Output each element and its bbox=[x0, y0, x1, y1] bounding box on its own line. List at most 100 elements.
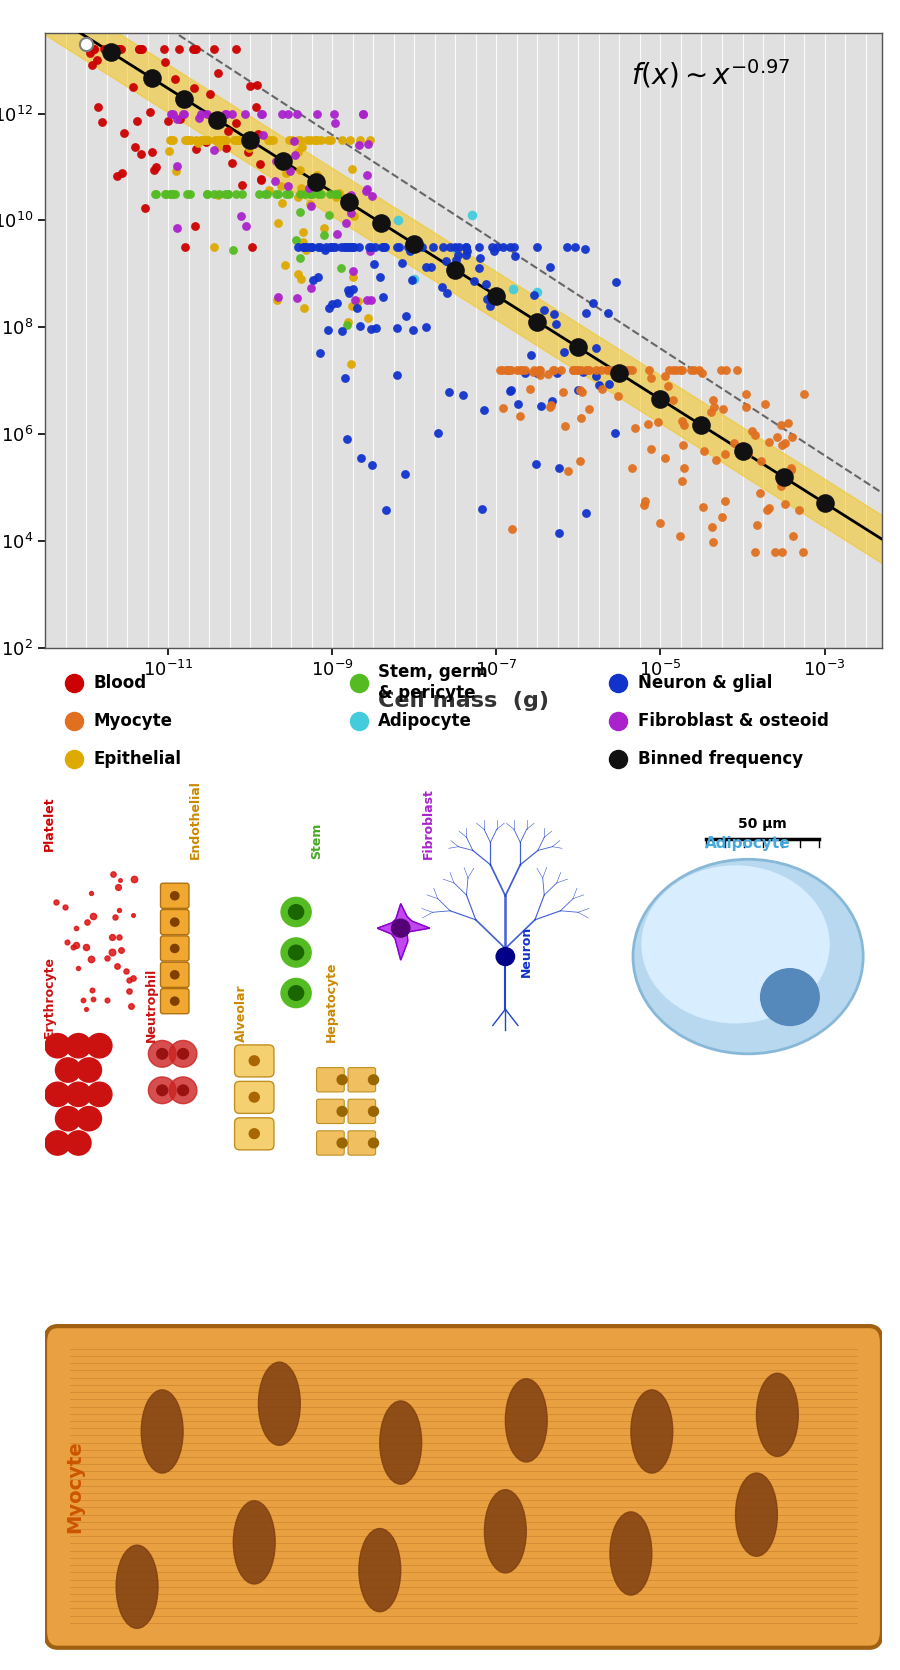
Circle shape bbox=[171, 919, 179, 927]
Point bbox=[449, 247, 464, 274]
Point bbox=[239, 212, 254, 239]
Point bbox=[572, 334, 586, 361]
FancyBboxPatch shape bbox=[317, 1067, 344, 1092]
Point bbox=[297, 294, 311, 321]
Point bbox=[291, 234, 305, 261]
Point bbox=[738, 394, 752, 421]
Circle shape bbox=[66, 1082, 91, 1107]
Circle shape bbox=[289, 985, 303, 1000]
Point bbox=[202, 80, 217, 107]
Point bbox=[361, 306, 375, 332]
Point bbox=[717, 488, 732, 514]
Point bbox=[214, 127, 229, 154]
Point bbox=[761, 429, 776, 456]
Point bbox=[211, 127, 225, 154]
Point bbox=[356, 100, 370, 127]
Point bbox=[165, 180, 179, 207]
Point bbox=[305, 180, 320, 207]
Point bbox=[593, 357, 608, 384]
Circle shape bbox=[76, 1107, 102, 1131]
Point bbox=[292, 127, 307, 154]
Text: Fibroblast & osteoid: Fibroblast & osteoid bbox=[637, 711, 829, 730]
Point bbox=[658, 362, 672, 389]
FancyBboxPatch shape bbox=[160, 989, 189, 1014]
Point bbox=[330, 180, 345, 207]
Point bbox=[552, 454, 566, 481]
Point bbox=[390, 314, 404, 341]
Point bbox=[503, 377, 517, 404]
Point bbox=[157, 37, 171, 63]
Point bbox=[211, 134, 225, 160]
Point bbox=[313, 180, 328, 207]
Point bbox=[541, 361, 555, 387]
Point bbox=[302, 190, 317, 217]
Point bbox=[179, 180, 194, 207]
Point bbox=[754, 448, 769, 474]
Point bbox=[269, 287, 284, 314]
Circle shape bbox=[289, 945, 303, 960]
Point bbox=[337, 234, 351, 261]
Point bbox=[326, 234, 340, 261]
Point bbox=[274, 174, 288, 200]
Point bbox=[543, 394, 557, 421]
Text: Fibroblast: Fibroblast bbox=[421, 788, 435, 860]
Point bbox=[341, 189, 356, 215]
Point bbox=[391, 207, 405, 234]
Text: Hepatocyte: Hepatocyte bbox=[325, 962, 338, 1042]
Point bbox=[194, 127, 209, 154]
Point bbox=[107, 37, 122, 63]
Point bbox=[279, 160, 293, 187]
Point bbox=[303, 180, 318, 207]
Ellipse shape bbox=[506, 1379, 547, 1461]
Point bbox=[364, 184, 379, 210]
Point bbox=[296, 229, 310, 256]
Point bbox=[677, 454, 691, 481]
Point bbox=[719, 357, 733, 384]
Ellipse shape bbox=[642, 865, 830, 1024]
Point bbox=[760, 498, 774, 524]
Point bbox=[573, 448, 588, 474]
Point bbox=[448, 257, 463, 284]
Text: Blood: Blood bbox=[94, 673, 147, 691]
Point bbox=[322, 202, 337, 229]
Point bbox=[238, 100, 253, 127]
Point bbox=[341, 309, 356, 336]
Point bbox=[174, 89, 188, 115]
Circle shape bbox=[281, 979, 311, 1007]
Point bbox=[114, 37, 129, 63]
Point bbox=[546, 301, 561, 327]
Point bbox=[212, 180, 226, 207]
Point bbox=[310, 162, 325, 189]
Point bbox=[215, 127, 230, 154]
Point bbox=[553, 519, 567, 546]
Point bbox=[289, 227, 303, 254]
Point bbox=[233, 202, 248, 229]
Point bbox=[252, 180, 266, 207]
Point bbox=[545, 357, 560, 384]
Point bbox=[243, 73, 257, 100]
Point bbox=[375, 234, 390, 261]
Point bbox=[568, 234, 582, 261]
Point bbox=[226, 235, 240, 262]
Point bbox=[210, 127, 224, 154]
Point bbox=[335, 127, 349, 154]
Point bbox=[360, 287, 374, 314]
Point bbox=[369, 316, 383, 342]
Point bbox=[695, 359, 709, 386]
Point bbox=[768, 538, 782, 564]
Point bbox=[592, 372, 607, 399]
Point bbox=[407, 230, 421, 257]
Point bbox=[275, 147, 290, 174]
Point bbox=[281, 100, 295, 127]
Point bbox=[255, 100, 269, 127]
Point bbox=[261, 127, 275, 154]
Point bbox=[642, 357, 656, 384]
Circle shape bbox=[169, 1040, 197, 1067]
Point bbox=[180, 127, 194, 154]
Point bbox=[302, 175, 316, 202]
FancyBboxPatch shape bbox=[235, 1117, 274, 1151]
Point bbox=[303, 276, 318, 302]
Point bbox=[107, 37, 122, 63]
Text: Erythrocyte: Erythrocyte bbox=[42, 955, 56, 1037]
Point bbox=[677, 411, 691, 438]
